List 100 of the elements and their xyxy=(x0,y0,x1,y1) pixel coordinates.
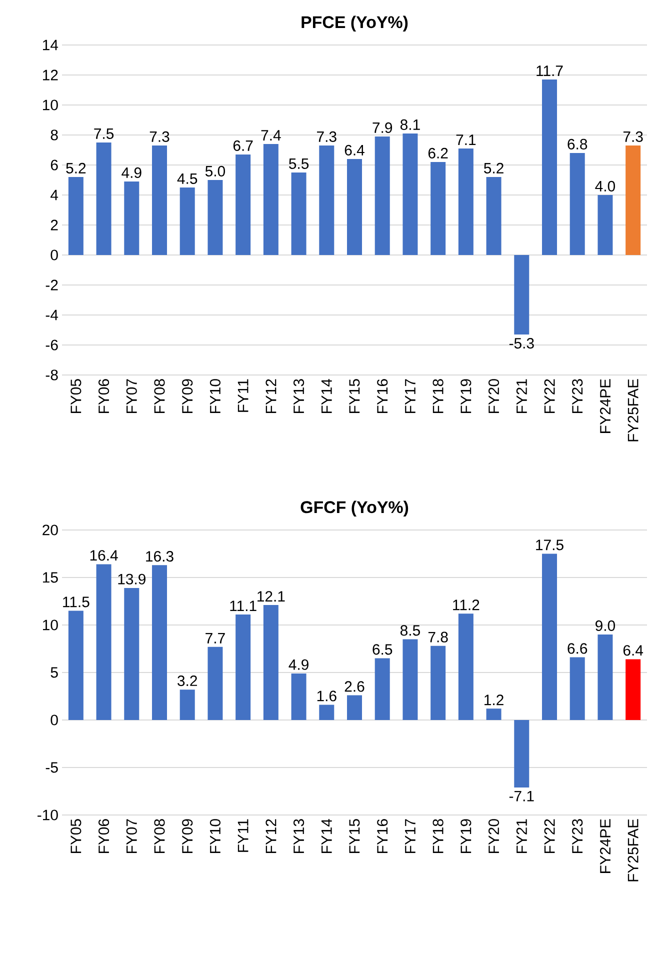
x-tick-label: FY16 xyxy=(377,379,388,414)
y-tick-label: -4 xyxy=(46,310,58,320)
bar xyxy=(514,254,530,334)
data-label: 1.2 xyxy=(484,694,504,706)
data-label: 6.6 xyxy=(568,643,588,654)
data-label: 2.6 xyxy=(344,681,364,692)
bar xyxy=(374,136,390,255)
y-tick-label: 4 xyxy=(50,190,58,200)
data-label: 7.3 xyxy=(317,131,336,142)
bar xyxy=(570,657,585,720)
bar xyxy=(430,646,446,720)
data-label: 6.4 xyxy=(623,645,644,656)
data-label: 7.7 xyxy=(206,633,225,644)
bar xyxy=(347,158,362,255)
x-tick-label: FY16 xyxy=(377,819,388,854)
bar xyxy=(208,646,223,720)
y-tick-label: -2 xyxy=(46,280,58,290)
x-tick-label: FY12 xyxy=(266,379,276,414)
data-label: 7.3 xyxy=(623,131,643,142)
x-tick-label: FY10 xyxy=(210,379,220,414)
bar xyxy=(180,187,195,255)
x-tick-label: FY15 xyxy=(349,379,360,414)
bar xyxy=(68,176,84,255)
x-tick-label: FY24PE xyxy=(600,379,610,433)
data-label: 7.4 xyxy=(261,130,281,140)
chart-title: PFCE (YoY%) xyxy=(302,16,408,32)
y-tick-label: 6 xyxy=(50,160,58,170)
x-tick-label: FY25FAE xyxy=(628,819,638,882)
y-tick-label: -6 xyxy=(46,340,58,350)
x-tick-label: FY13 xyxy=(293,819,304,854)
x-tick-label: FY19 xyxy=(460,379,472,414)
bar xyxy=(598,634,613,720)
x-tick-label: FY11 xyxy=(238,379,248,412)
x-tick-label: FY23 xyxy=(572,379,583,414)
bar xyxy=(180,690,195,720)
data-label: 5.5 xyxy=(288,158,309,169)
data-label: 11.5 xyxy=(63,596,90,608)
data-label: 1.6 xyxy=(317,690,336,702)
data-label: 6.7 xyxy=(233,140,253,151)
bar xyxy=(96,564,112,720)
chart-title: GFCF (YoY%) xyxy=(300,500,408,516)
bar xyxy=(263,144,278,255)
bar xyxy=(291,172,306,255)
x-tick-label: FY07 xyxy=(126,379,137,414)
data-label: -5.3 xyxy=(509,338,534,349)
data-label: 6.2 xyxy=(428,148,448,158)
x-tick-label: FY25FAE xyxy=(628,379,638,442)
bar xyxy=(236,154,251,255)
bar xyxy=(263,605,278,720)
bar xyxy=(402,639,418,720)
x-tick-label: FY19 xyxy=(460,819,472,854)
x-tick-label: FY13 xyxy=(293,379,304,414)
bar xyxy=(152,565,167,720)
x-tick-label: FY17 xyxy=(405,379,416,414)
data-label: 12.1 xyxy=(258,591,285,602)
bar xyxy=(542,79,558,255)
y-tick-label: -8 xyxy=(46,370,58,380)
data-label: 11.2 xyxy=(453,600,480,610)
y-tick-label: 14 xyxy=(43,40,58,50)
y-tick-label: 0 xyxy=(50,250,58,260)
data-label: 7.5 xyxy=(94,128,114,139)
x-tick-label: FY15 xyxy=(349,819,360,854)
data-label: 7.8 xyxy=(428,632,448,642)
y-tick-label: -5 xyxy=(46,762,58,773)
x-tick-label: FY06 xyxy=(98,819,110,854)
x-tick-label: FY09 xyxy=(182,379,193,414)
bar xyxy=(626,145,641,255)
x-tick-label: FY22 xyxy=(544,819,555,854)
y-tick-label: -10 xyxy=(38,810,58,820)
x-tick-label: FY08 xyxy=(154,379,165,414)
data-label: 4.9 xyxy=(122,167,142,178)
bar xyxy=(458,148,474,255)
data-label: 7.9 xyxy=(372,122,392,133)
y-tick-label: 12 xyxy=(43,70,58,80)
data-label: 4.0 xyxy=(595,180,616,192)
y-tick-label: 20 xyxy=(42,524,58,536)
x-tick-label: FY23 xyxy=(572,819,583,854)
x-tick-label: FY17 xyxy=(405,819,416,854)
bar xyxy=(347,695,362,720)
x-tick-label: FY24PE xyxy=(600,819,610,873)
data-label: 8.5 xyxy=(400,625,420,636)
bar xyxy=(570,152,585,255)
x-tick-label: FY10 xyxy=(210,819,220,854)
bar xyxy=(124,588,140,720)
x-tick-label: FY14 xyxy=(322,818,332,854)
x-tick-label: FY21 xyxy=(516,819,527,854)
x-tick-label: FY06 xyxy=(98,379,110,414)
x-tick-label: FY12 xyxy=(266,819,276,854)
data-label: 16.3 xyxy=(146,551,174,562)
bar xyxy=(236,614,251,720)
data-label: 5.2 xyxy=(484,162,504,174)
bar xyxy=(626,659,641,720)
x-tick-label: FY22 xyxy=(544,379,555,414)
x-tick-label: FY14 xyxy=(322,378,332,414)
bar xyxy=(542,554,558,720)
y-tick-label: 8 xyxy=(50,130,58,140)
x-tick-label: FY07 xyxy=(126,819,137,854)
data-label: 4.5 xyxy=(177,174,198,184)
y-tick-label: 5 xyxy=(50,667,58,678)
bar xyxy=(458,614,474,720)
